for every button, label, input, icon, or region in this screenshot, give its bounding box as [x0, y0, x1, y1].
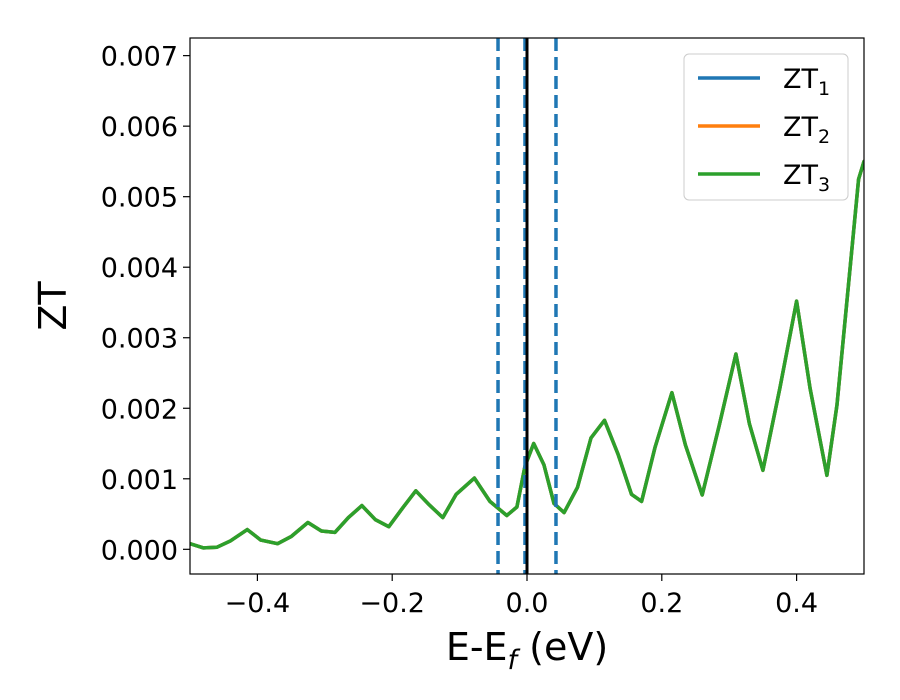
series-layer	[190, 159, 864, 550]
legend: ZT1 ZT2 ZT3	[683, 53, 849, 201]
y-tick-label: 0.002	[101, 394, 178, 425]
legend-label-zt3: ZT3	[783, 160, 830, 196]
y-tick-label: 0.005	[101, 183, 178, 214]
x-axis-ticks: −0.4 −0.2 0.0 0.2 0.4	[225, 574, 818, 619]
legend-box	[683, 53, 849, 201]
y-tick-label: 0.001	[101, 465, 178, 496]
legend-label-zt1: ZT1	[783, 64, 830, 100]
y-axis-title: ZT	[31, 281, 75, 331]
legend-label-zt2: ZT2	[783, 112, 830, 148]
y-tick-label: 0.003	[101, 324, 178, 355]
x-tick-label: 0.2	[640, 588, 683, 619]
x-tick-label: −0.4	[225, 588, 291, 619]
reference-lines	[496, 38, 558, 574]
x-tick-label: 0.4	[775, 588, 818, 619]
y-axis-ticks: 0.000 0.001 0.002 0.003 0.004 0.005 0.006 0.007	[101, 42, 190, 566]
series-line-zt3	[190, 159, 864, 550]
x-tick-label: 0.0	[506, 588, 549, 619]
x-axis-title: E-Ef (eV)	[446, 625, 608, 676]
y-tick-label: 0.006	[101, 112, 178, 143]
x-tick-label: −0.2	[359, 588, 425, 619]
y-tick-label: 0.004	[101, 253, 178, 284]
y-tick-label: 0.000	[101, 535, 178, 566]
y-tick-label: 0.007	[101, 42, 178, 73]
